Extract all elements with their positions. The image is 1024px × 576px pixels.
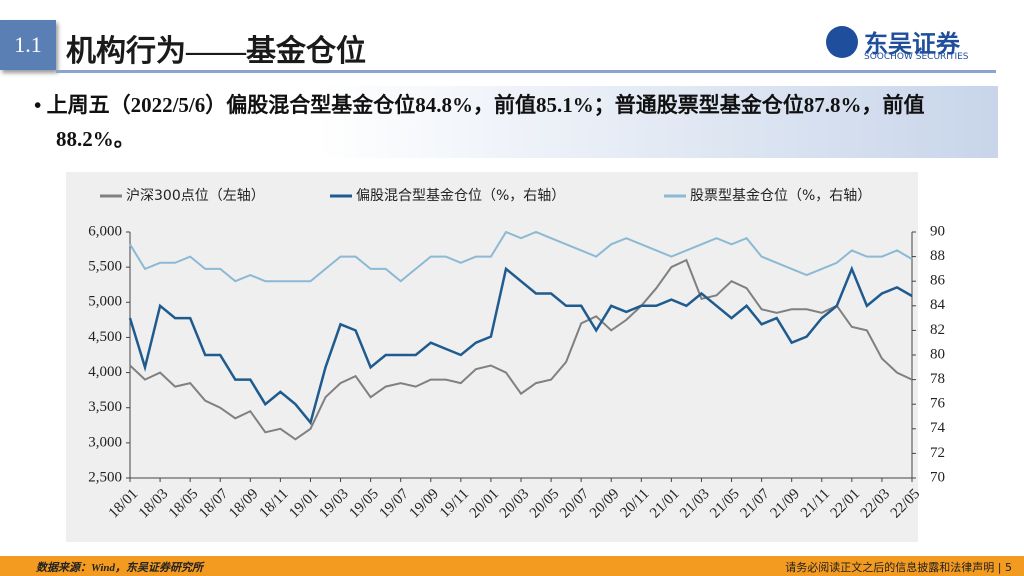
logo-icon bbox=[826, 26, 858, 58]
series-line bbox=[129, 258, 913, 441]
y2-tick-label: 90 bbox=[930, 223, 945, 239]
y2-tick-label: 82 bbox=[930, 322, 945, 338]
y-tick-label: 3,000 bbox=[88, 434, 122, 450]
y2-tick-label: 86 bbox=[930, 273, 946, 289]
series-line bbox=[128, 265, 913, 426]
bullet-box: • 上周五（2022/5/6）偏股混合型基金仓位84.8%，前值85.1%；普通… bbox=[24, 86, 998, 158]
y2-tick-label: 70 bbox=[930, 469, 945, 485]
y-tick-label: 2,500 bbox=[88, 469, 122, 485]
chart-background bbox=[66, 172, 918, 542]
source: 数据来源：Wind，东吴证券研究所 bbox=[36, 562, 204, 574]
title-rule bbox=[56, 70, 996, 73]
y-tick-label: 3,500 bbox=[88, 399, 122, 415]
y2-tick-label: 72 bbox=[930, 445, 945, 461]
bullet-text: • 上周五（2022/5/6）偏股混合型基金仓位84.8%，前值85.1%；普通… bbox=[34, 93, 925, 151]
y-tick-label: 6,000 bbox=[88, 223, 122, 239]
legend-label: 股票型基金仓位（%，右轴） bbox=[690, 187, 871, 204]
legend-label: 沪深300点位（左轴） bbox=[126, 188, 265, 204]
y2-tick-label: 78 bbox=[930, 371, 945, 387]
logo-subtext: SOOCHOW SECURITIES bbox=[864, 52, 969, 62]
y-tick-label: 5,000 bbox=[88, 294, 122, 310]
y2-tick-label: 88 bbox=[930, 248, 945, 264]
y2-tick-label: 76 bbox=[930, 396, 946, 412]
disclaimer: 请务必阅读正文之后的信息披露和法律声明 | 5 bbox=[785, 561, 1012, 574]
y2-tick-label: 84 bbox=[930, 297, 946, 313]
header: 1.1 机构行为——基金仓位 东吴证券 SOOCHOW SECURITIES bbox=[0, 0, 1024, 78]
y-tick-label: 4,000 bbox=[88, 364, 122, 380]
legend-label: 偏股混合型基金仓位（%，右轴） bbox=[356, 187, 565, 204]
chart: 2,500 3,000 3,500 4,000 4,500 5,000 5,500 6,000… bbox=[66, 172, 946, 542]
y2-tick-label: 74 bbox=[930, 420, 946, 436]
footer: 数据来源：Wind，东吴证券研究所 请务必阅读正文之后的信息披露和法律声明 | … bbox=[0, 556, 1024, 576]
logo-text: 东吴证券 bbox=[864, 30, 960, 58]
y2-tick-label: 80 bbox=[930, 346, 945, 362]
slide-title: 机构行为——基金仓位 bbox=[66, 35, 366, 68]
series-line bbox=[129, 230, 913, 283]
y-tick-label: 4,500 bbox=[88, 329, 122, 345]
y-tick-label: 5,500 bbox=[88, 259, 122, 275]
logo: 东吴证券 SOOCHOW SECURITIES bbox=[826, 24, 986, 64]
section-number: 1.1 bbox=[0, 20, 56, 70]
